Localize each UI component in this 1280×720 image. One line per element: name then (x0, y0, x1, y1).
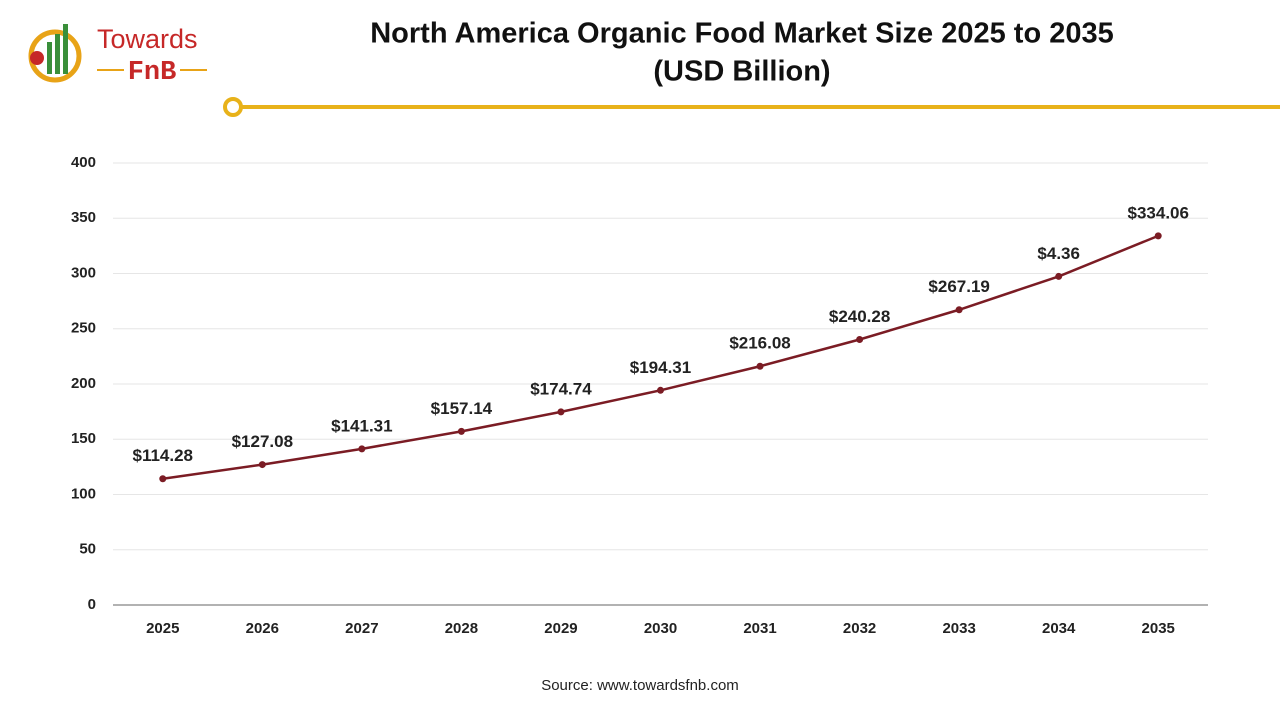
y-tick-label: 100 (71, 485, 96, 502)
x-tick-label: 2030 (644, 620, 677, 637)
point (756, 362, 764, 370)
point (955, 306, 963, 314)
value-label: $157.14 (431, 399, 493, 418)
x-tick-label: 2035 (1142, 620, 1175, 637)
x-tick-label: 2032 (843, 620, 876, 637)
point (856, 335, 864, 343)
logo-dot (30, 51, 44, 65)
x-tick-label: 2031 (743, 620, 776, 637)
value-label: $334.06 (1128, 203, 1189, 222)
value-label: $174.74 (530, 379, 592, 398)
x-tick-label: 2028 (445, 620, 478, 637)
y-tick-label: 0 (88, 596, 96, 613)
brand-name: Towards (97, 24, 198, 54)
logo-bar (63, 24, 68, 74)
logo: Towards FnB (28, 24, 207, 88)
point (657, 386, 664, 394)
logo-bar (47, 42, 52, 74)
value-label: $114.28 (133, 446, 194, 465)
x-tick-label: 2025 (146, 620, 179, 637)
value-label: $127.08 (232, 432, 293, 451)
point (1055, 272, 1063, 280)
y-tick-label: 400 (71, 154, 96, 171)
y-tick-label: 300 (71, 264, 96, 281)
y-tick-label: 150 (71, 430, 96, 447)
value-label: $240.28 (829, 307, 890, 326)
value-label: $216.08 (729, 334, 790, 353)
point (159, 475, 167, 483)
x-tick-label: 2027 (345, 620, 378, 637)
point (557, 408, 565, 416)
point (1154, 232, 1162, 240)
x-tick-label: 2029 (544, 620, 577, 637)
y-tick-label: 200 (71, 375, 96, 392)
y-tick-label: 50 (79, 541, 96, 558)
chart-title: North America Organic Food Market Size 2… (370, 18, 1114, 50)
chart-title: (USD Billion) (653, 56, 830, 88)
point (358, 445, 366, 453)
x-tick-label: 2026 (246, 620, 279, 637)
value-label: $141.31 (331, 416, 392, 435)
point (457, 427, 465, 435)
x-tick-label: 2033 (942, 620, 975, 637)
value-label: $194.31 (630, 358, 691, 377)
y-tick-label: 350 (71, 209, 96, 226)
value-label: $4.36 (1037, 244, 1080, 263)
value-label: $267.19 (928, 277, 989, 296)
point (258, 461, 266, 469)
header-rule-dot (223, 97, 243, 117)
source: Source: www.towardsfnb.com (541, 677, 739, 694)
y-tick-label: 250 (71, 320, 96, 337)
x-tick-label: 2034 (1042, 620, 1076, 637)
logo-bar (55, 34, 60, 74)
brand-sub: FnB (128, 58, 177, 88)
